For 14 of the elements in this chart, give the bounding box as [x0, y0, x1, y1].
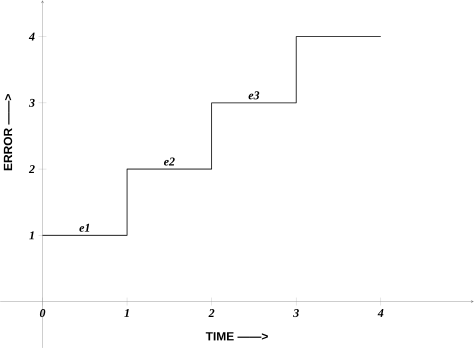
y-tick-label: 1	[29, 231, 34, 240]
x-tick-label: 0	[40, 309, 46, 318]
x-tick-label: 4	[378, 308, 384, 317]
y-tick-label: 4	[28, 32, 35, 41]
annotation: e3	[248, 91, 260, 100]
y-axis-title: ERROR ——>	[4, 94, 12, 170]
x-tick-label: 1	[124, 309, 129, 317]
x-axis-title: TIME ——>	[206, 332, 268, 340]
y-tick-label: 3	[28, 98, 35, 107]
annotation: e1	[79, 224, 90, 232]
annotation: e2	[164, 157, 175, 166]
x-tick-label: 2	[208, 308, 214, 317]
x-tick-label: 3	[293, 308, 299, 318]
y-tick-label: 2	[28, 165, 35, 173]
